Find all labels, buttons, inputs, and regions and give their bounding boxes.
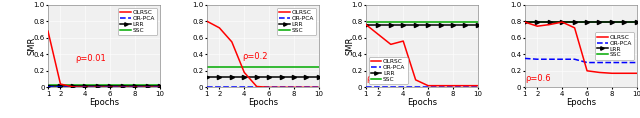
X-axis label: Epochs: Epochs	[248, 98, 278, 107]
Legend: OLRSC, OR-PCA, LRR, SSC: OLRSC, OR-PCA, LRR, SSC	[369, 57, 408, 84]
Y-axis label: SMR: SMR	[28, 37, 36, 55]
Text: ρ=0.01: ρ=0.01	[76, 54, 106, 63]
X-axis label: Epochs: Epochs	[89, 98, 119, 107]
Text: ρ=0.2: ρ=0.2	[242, 52, 268, 61]
Text: ρ=0.4: ρ=0.4	[367, 74, 392, 83]
X-axis label: Epochs: Epochs	[407, 98, 437, 107]
Legend: OLRSC, OR-PCA, LRR, SSC: OLRSC, OR-PCA, LRR, SSC	[118, 8, 157, 35]
Text: ρ=0.6: ρ=0.6	[525, 74, 551, 83]
Legend: OLRSC, OR-PCA, LRR, SSC: OLRSC, OR-PCA, LRR, SSC	[277, 8, 316, 35]
Legend: OLRSC, OR-PCA, LRR, SSC: OLRSC, OR-PCA, LRR, SSC	[595, 32, 634, 60]
Y-axis label: SMR: SMR	[346, 37, 355, 55]
X-axis label: Epochs: Epochs	[566, 98, 596, 107]
